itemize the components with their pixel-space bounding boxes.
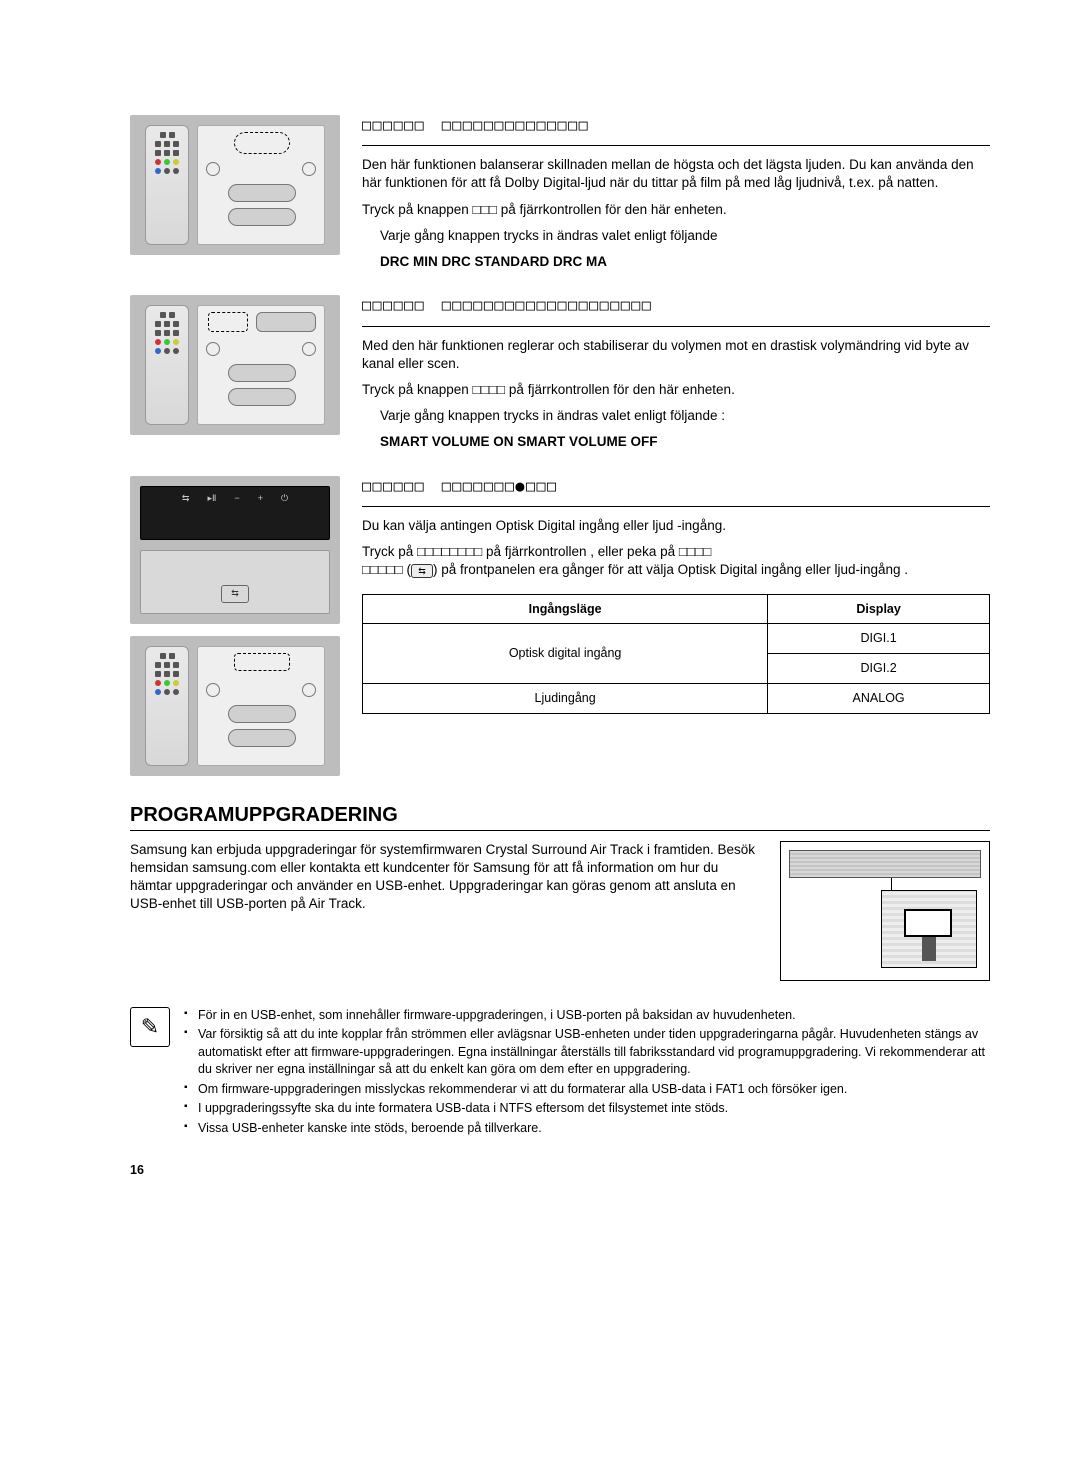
notes-block: ✎ För in en USB-enhet, som innehåller fi… — [130, 1007, 990, 1140]
page-number: 16 — [130, 1163, 144, 1177]
soundbar: ⇆▸Ⅱ−+⏻ — [140, 486, 330, 540]
usb-figure — [780, 841, 990, 981]
remote-control — [145, 125, 189, 245]
section1-values: DRC MIN DRC STANDARD DRC MA — [380, 253, 990, 271]
device-panel: ⇆ — [140, 550, 330, 614]
note-item: Om firmware-uppgraderingen misslyckas re… — [184, 1081, 990, 1099]
remote-figure-3 — [130, 636, 340, 776]
note-icon: ✎ — [130, 1007, 170, 1047]
device-figure: ⇆▸Ⅱ−+⏻ ⇆ — [130, 476, 340, 624]
program-upgrade-title: PROGRAMUPPGRADERING — [130, 804, 990, 827]
table-cell: Optisk digital ingång — [363, 624, 768, 684]
remote-zoom — [197, 305, 325, 425]
input-mode-table: Ingångsläge Display Optisk digital ingån… — [362, 594, 990, 715]
note-item: För in en USB-enhet, som innehåller firm… — [184, 1007, 990, 1025]
input-source-icon: ⇆ — [411, 564, 433, 578]
section1-heading: □□□□□□ □□□□□□□□□□□□□□ — [362, 115, 990, 135]
remote-control — [145, 646, 189, 766]
note-item: Var försiktig så att du inte kopplar frå… — [184, 1026, 990, 1079]
table-cell: ANALOG — [768, 684, 990, 714]
section1-instr: Tryck på knappen □□□ på fjärrkontrollen … — [362, 201, 990, 219]
section3-heading: □□□□□□ □□□□□□□●□□□ — [362, 476, 990, 496]
table-header-mode: Ingångsläge — [363, 594, 768, 624]
section2-heading: □□□□□□ □□□□□□□□□□□□□□□□□□□□ — [362, 295, 990, 315]
remote-control — [145, 305, 189, 425]
section3-instr: Tryck på □□□□□□□□ på fjärrkontrollen , e… — [362, 543, 990, 579]
section2-values: SMART VOLUME ON SMART VOLUME OFF — [380, 433, 990, 451]
table-header-display: Display — [768, 594, 990, 624]
table-cell: DIGI.1 — [768, 624, 990, 654]
remote-zoom — [197, 125, 325, 245]
section3-desc: Du kan välja antingen Optisk Digital ing… — [362, 517, 990, 535]
input-icon: ⇆ — [221, 585, 249, 603]
table-cell: Ljudingång — [363, 684, 768, 714]
table-cell: DIGI.2 — [768, 654, 990, 684]
remote-figure-1 — [130, 115, 340, 255]
remote-figure-2 — [130, 295, 340, 435]
section1-cycle: Varje gång knappen trycks in ändras vale… — [380, 227, 990, 245]
note-item: I uppgraderingssyfte ska du inte formate… — [184, 1100, 990, 1118]
section1-desc: Den här funktionen balanserar skillnaden… — [362, 156, 990, 192]
section2-instr: Tryck på knappen □□□□ på fjärrkontrollen… — [362, 381, 990, 399]
note-item: Vissa USB-enheter kanske inte stöds, ber… — [184, 1120, 990, 1138]
section2-desc: Med den här funktionen reglerar och stab… — [362, 337, 990, 373]
remote-zoom — [197, 646, 325, 766]
program-upgrade-text: Samsung kan erbjuda uppgraderingar för s… — [130, 841, 758, 981]
section2-cycle: Varje gång knappen trycks in ändras vale… — [380, 407, 990, 425]
